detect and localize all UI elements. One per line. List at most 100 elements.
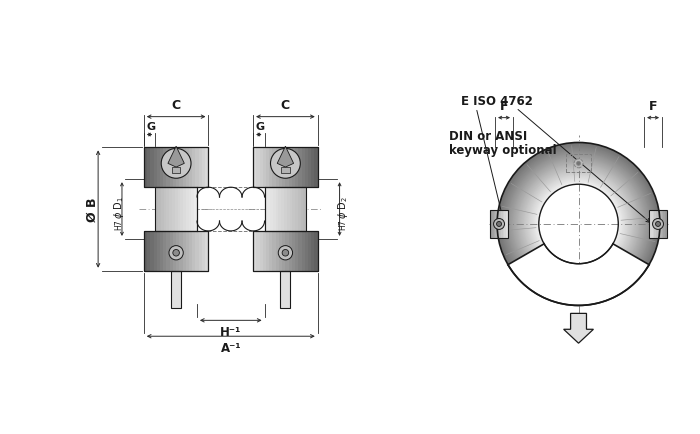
Bar	[304, 231, 308, 271]
Circle shape	[525, 171, 632, 278]
Circle shape	[503, 149, 654, 299]
Circle shape	[514, 161, 643, 288]
Circle shape	[508, 155, 648, 294]
Bar	[272, 148, 276, 188]
Circle shape	[577, 162, 580, 166]
Bar	[270, 148, 272, 188]
Bar	[199, 148, 202, 188]
Circle shape	[524, 170, 633, 279]
Bar	[308, 148, 312, 188]
Text: A⁻¹: A⁻¹	[220, 342, 241, 355]
Bar	[169, 231, 173, 271]
Circle shape	[528, 174, 629, 274]
Bar	[147, 231, 150, 271]
Bar	[176, 231, 179, 271]
Bar	[281, 188, 284, 231]
Bar	[665, 210, 667, 238]
Circle shape	[496, 222, 501, 227]
Circle shape	[501, 147, 656, 302]
Bar	[266, 231, 270, 271]
Circle shape	[512, 158, 645, 291]
Bar	[301, 188, 304, 231]
Bar	[279, 231, 282, 271]
Text: $\phi$ D$_1$: $\phi$ D$_1$	[112, 196, 126, 219]
Bar	[202, 148, 205, 188]
Bar	[660, 210, 661, 238]
Bar	[662, 210, 664, 238]
Bar	[167, 231, 169, 271]
Bar	[172, 188, 175, 231]
Circle shape	[169, 246, 183, 260]
Bar	[183, 148, 186, 188]
Bar	[506, 210, 508, 238]
Bar	[497, 210, 499, 238]
Bar	[195, 231, 199, 271]
Bar	[169, 188, 172, 231]
Bar	[293, 188, 295, 231]
Bar	[295, 148, 298, 188]
Bar	[188, 188, 191, 231]
Bar	[193, 148, 195, 188]
Bar	[265, 188, 267, 231]
Bar	[566, 155, 592, 173]
Circle shape	[652, 219, 664, 230]
Bar	[298, 231, 302, 271]
Bar	[253, 148, 318, 188]
Bar	[276, 148, 279, 188]
Circle shape	[498, 144, 659, 305]
Circle shape	[499, 145, 658, 304]
Bar	[314, 148, 318, 188]
Bar	[167, 188, 169, 231]
Bar	[183, 188, 186, 231]
Circle shape	[512, 159, 645, 290]
Circle shape	[533, 178, 624, 270]
Bar	[312, 148, 314, 188]
Bar	[144, 148, 147, 188]
Bar	[253, 231, 318, 271]
Bar	[273, 188, 276, 231]
Bar	[160, 231, 163, 271]
Circle shape	[516, 162, 641, 287]
Circle shape	[279, 246, 293, 260]
Bar	[161, 188, 164, 231]
Bar	[144, 231, 147, 271]
Bar	[314, 231, 318, 271]
Bar	[189, 231, 192, 271]
Circle shape	[505, 151, 652, 299]
Circle shape	[510, 156, 648, 293]
Bar	[175, 188, 178, 231]
Bar	[144, 231, 209, 271]
Bar	[505, 210, 506, 238]
Circle shape	[500, 146, 657, 302]
Text: DIN or ANSI: DIN or ANSI	[449, 130, 528, 143]
Bar	[654, 210, 656, 238]
Text: F: F	[649, 99, 657, 112]
Bar	[490, 210, 508, 238]
Bar	[276, 231, 279, 271]
Circle shape	[517, 163, 640, 286]
Bar	[178, 188, 181, 231]
Circle shape	[531, 178, 626, 271]
Bar	[155, 188, 197, 231]
Circle shape	[514, 160, 643, 289]
Bar	[199, 231, 202, 271]
Bar	[295, 188, 298, 231]
Bar	[157, 148, 160, 188]
Bar	[167, 148, 169, 188]
Circle shape	[539, 185, 618, 264]
Circle shape	[510, 157, 646, 292]
Bar	[298, 188, 301, 231]
Bar	[270, 231, 272, 271]
Bar	[304, 188, 307, 231]
Bar	[160, 148, 163, 188]
Bar	[179, 148, 183, 188]
Polygon shape	[168, 147, 184, 168]
Bar	[262, 231, 266, 271]
Bar	[270, 188, 273, 231]
Text: keyway optional: keyway optional	[449, 144, 557, 157]
Bar	[163, 148, 167, 188]
Bar	[295, 231, 298, 271]
Bar	[304, 148, 308, 188]
Circle shape	[506, 152, 650, 296]
Bar	[191, 188, 194, 231]
